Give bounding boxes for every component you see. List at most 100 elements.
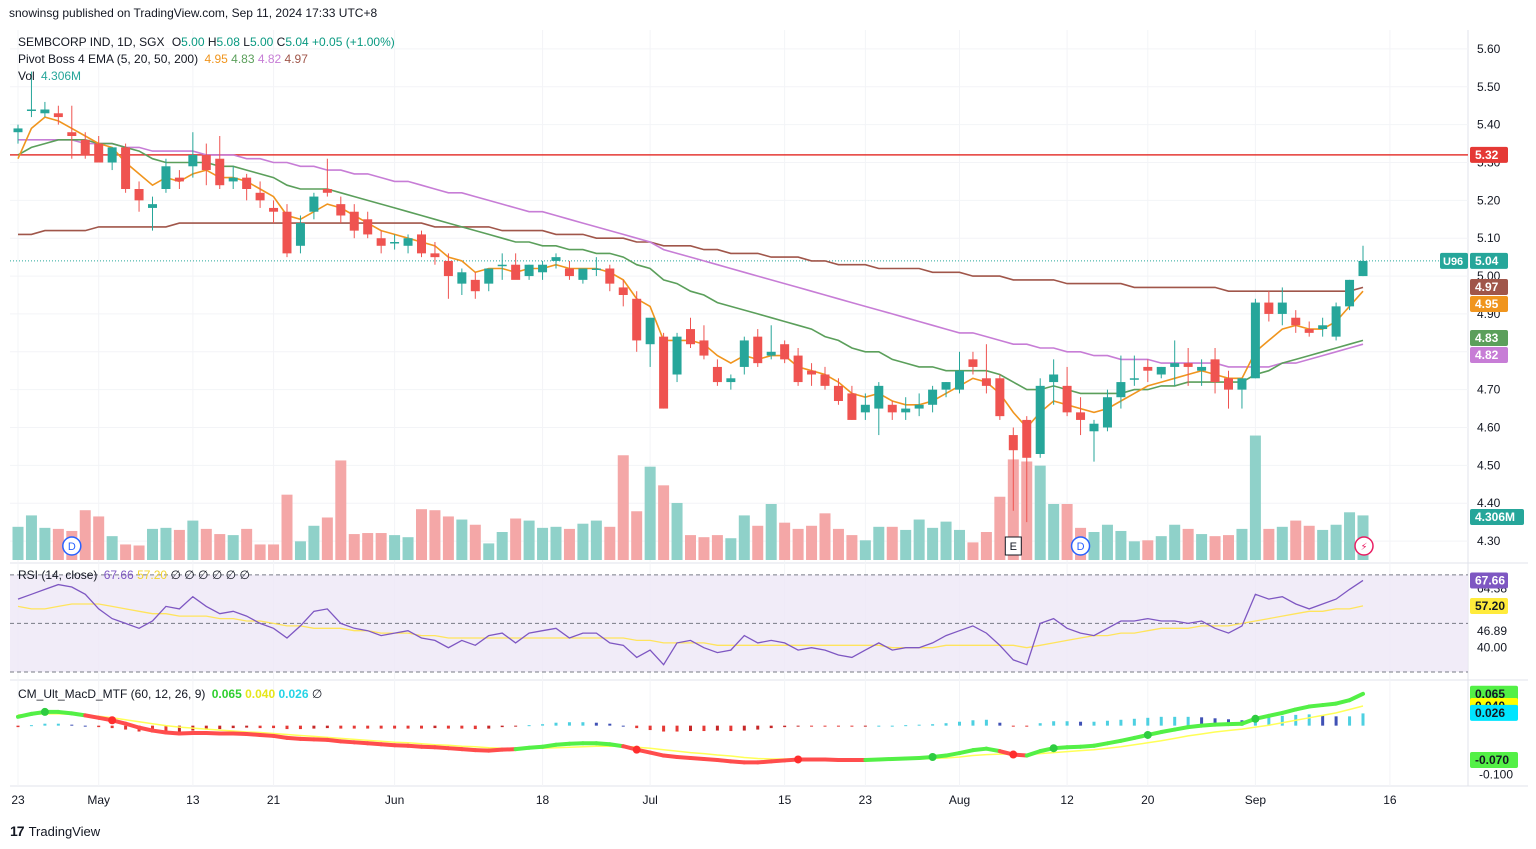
ema-legend[interactable]: Pivot Boss 4 EMA (5, 20, 50, 200) 4.95 4… bbox=[18, 51, 308, 67]
macd-badge bbox=[1470, 704, 1518, 721]
candle-body bbox=[242, 177, 252, 189]
macd-histogram-bar bbox=[446, 725, 450, 729]
volume-bar bbox=[698, 537, 710, 560]
rsi-empty-1: ∅ bbox=[170, 568, 181, 582]
ema-badge bbox=[1470, 347, 1508, 363]
macd-segment bbox=[1105, 738, 1123, 746]
macd-cross-marker bbox=[794, 755, 803, 764]
macd-histogram-bar bbox=[742, 725, 746, 731]
macd-segment bbox=[769, 758, 787, 764]
macd-histogram-bar bbox=[16, 725, 20, 728]
volume-legend[interactable]: Vol 4.306M bbox=[18, 68, 81, 84]
candle-body bbox=[578, 268, 588, 280]
time-axis[interactable]: 23 May 13 21 Jun 18 Jul 15 23 Aug 12 20 Sep 16 bbox=[11, 793, 1397, 807]
candle-body bbox=[497, 264, 507, 267]
candle-body bbox=[511, 264, 521, 280]
candle-body bbox=[981, 378, 991, 386]
candle-body bbox=[417, 234, 426, 254]
ema200-line bbox=[18, 222, 1364, 292]
candle-body bbox=[349, 211, 359, 231]
macd-legend[interactable]: CM_Ult_MacD_MTF (60, 12, 26, 9) 0.065 0.… bbox=[18, 686, 322, 702]
volume-bar bbox=[1128, 541, 1140, 560]
volume-bar bbox=[927, 527, 939, 560]
volume-bar bbox=[537, 527, 549, 560]
tradingview-logo-icon: 17 bbox=[10, 823, 25, 839]
candle-body bbox=[645, 317, 655, 345]
macd-histogram-bar bbox=[177, 725, 181, 733]
macd-histogram-bar bbox=[1025, 725, 1029, 727]
macd-histogram-bar bbox=[285, 725, 289, 730]
dividend-marker bbox=[1070, 536, 1091, 556]
candle-body bbox=[914, 404, 924, 409]
macd-segment bbox=[486, 747, 505, 753]
candle-body bbox=[524, 264, 534, 277]
candle-body bbox=[430, 253, 440, 258]
candle-body bbox=[1197, 366, 1207, 371]
brand-label: TradingView bbox=[28, 823, 101, 839]
price-axis[interactable]: 5.605.505.405.305.205.105.004.904.804.70… bbox=[1440, 42, 1524, 782]
candle-body bbox=[591, 268, 601, 270]
macd-histogram-bar bbox=[1079, 721, 1083, 726]
symbol-line: SEMBCORP IND, 1D, SGX bbox=[18, 35, 165, 49]
alert-icon-glyph: ⚡ bbox=[1360, 542, 1367, 553]
volume-bar bbox=[442, 516, 454, 560]
macd-segment bbox=[1092, 741, 1110, 748]
macd-histogram-bar bbox=[527, 725, 531, 727]
price-tick-label: 5.40 bbox=[1477, 118, 1501, 132]
macd-value: 0.065 bbox=[211, 687, 242, 701]
macd-segment bbox=[56, 709, 74, 716]
time-tick-label: 15 bbox=[778, 793, 792, 807]
volume-bar bbox=[806, 525, 818, 560]
macd-segment bbox=[325, 737, 343, 744]
volume-bar bbox=[1182, 528, 1194, 560]
macd-segment bbox=[338, 739, 357, 745]
candle-body bbox=[1008, 435, 1018, 451]
volume-bar bbox=[886, 526, 898, 560]
time-tick-label: 20 bbox=[1141, 793, 1155, 807]
macd-histogram-bar bbox=[245, 725, 249, 728]
volume-bar bbox=[1276, 526, 1288, 560]
volume-bar bbox=[133, 545, 145, 560]
macd-panel bbox=[16, 691, 1365, 765]
histogram-value: 0.026 bbox=[278, 687, 309, 701]
macd-histogram-bar bbox=[1280, 715, 1284, 726]
candle-body bbox=[1089, 423, 1099, 432]
time-tick-label: 18 bbox=[536, 793, 550, 807]
volume-bar bbox=[550, 526, 562, 560]
volume-bar bbox=[819, 513, 831, 560]
macd-histogram-bar bbox=[406, 725, 410, 729]
macd-histogram-bar bbox=[352, 725, 356, 729]
volume-bar bbox=[496, 532, 508, 560]
volume-bar bbox=[173, 529, 185, 560]
macd-segment bbox=[365, 741, 384, 747]
earnings-marker bbox=[1004, 536, 1022, 556]
ema-badge-text: 4.97 bbox=[1475, 280, 1499, 294]
macd-histogram-bar bbox=[1321, 715, 1325, 726]
volume-bar bbox=[1142, 540, 1154, 560]
rsi-legend[interactable]: RSI (14, close) 67.66 57.20 ∅ ∅ ∅ ∅ ∅ ∅ bbox=[18, 567, 250, 583]
macd-segment bbox=[1199, 722, 1218, 728]
symbol-legend[interactable]: SEMBCORP IND, 1D, SGX O5.00 H5.08 L5.00 … bbox=[18, 34, 395, 50]
volume-bar bbox=[1115, 530, 1127, 560]
ohlc-low: 5.00 bbox=[249, 35, 274, 49]
candlesticks[interactable]: D D E ⚡ bbox=[13, 71, 1374, 556]
macd-segment bbox=[1266, 710, 1285, 718]
time-tick-label: 16 bbox=[1383, 793, 1397, 807]
macd-badge-text: 0.065 bbox=[1475, 687, 1505, 701]
rsi-empty-5: ∅ bbox=[225, 568, 237, 582]
macd-histogram-bar bbox=[958, 721, 961, 726]
volume-bar bbox=[321, 517, 333, 560]
macd-segment bbox=[379, 742, 397, 748]
tradingview-brand[interactable]: 17 TradingView bbox=[10, 823, 100, 839]
candle-body bbox=[726, 378, 736, 383]
macd-segment bbox=[352, 740, 370, 746]
volume-bar bbox=[106, 536, 118, 560]
macd-histogram-bar bbox=[56, 723, 60, 726]
volume-bar bbox=[52, 528, 64, 560]
macd-histogram-bar bbox=[756, 725, 760, 730]
volume-bar bbox=[268, 544, 280, 560]
volume-bar bbox=[765, 504, 777, 560]
volume-bar bbox=[348, 534, 360, 560]
